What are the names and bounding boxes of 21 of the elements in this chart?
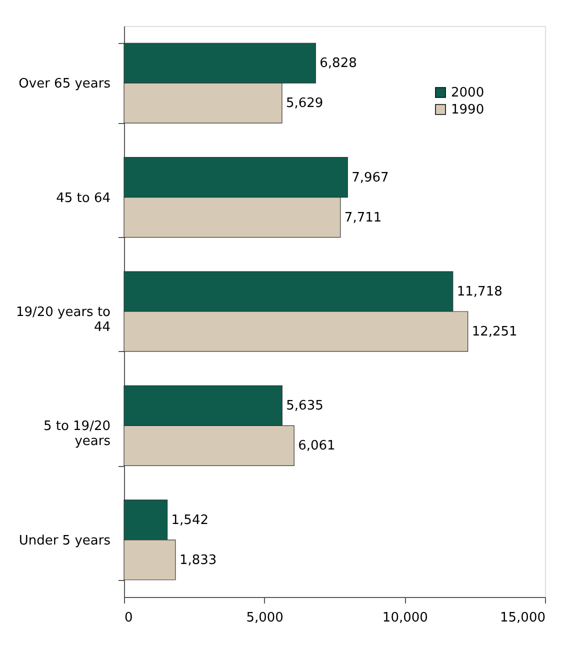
x-tick-label: 5,000 [246,610,284,626]
x-tick-label: 10,000 [382,610,428,626]
data-label: 1,833 [179,552,217,568]
legend-label: 1990 [451,102,484,118]
y-tick-label: Over 65 years [18,76,111,92]
data-label: 1,542 [171,512,208,528]
data-label: 5,629 [286,96,324,112]
data-label: 6,828 [320,56,357,72]
data-label: 7,967 [352,170,389,186]
y-tick-label: 5 to 19/20 years [43,419,111,450]
legend-label: 2000 [451,86,484,100]
data-label: 11,718 [456,284,502,300]
y-tick-label: 19/20 years to 44 [16,305,111,335]
x-tick-label: 0 [124,610,133,626]
data-label: 6,061 [298,438,336,454]
data-label: 12,251 [472,324,518,340]
x-tick-label: 15,000 [500,610,546,626]
y-tick-label: 45 to 64 [56,190,110,206]
data-label: 7,711 [344,210,382,226]
data-label: 5,635 [286,398,324,414]
y-tick-label: Under 5 years [18,533,111,548]
